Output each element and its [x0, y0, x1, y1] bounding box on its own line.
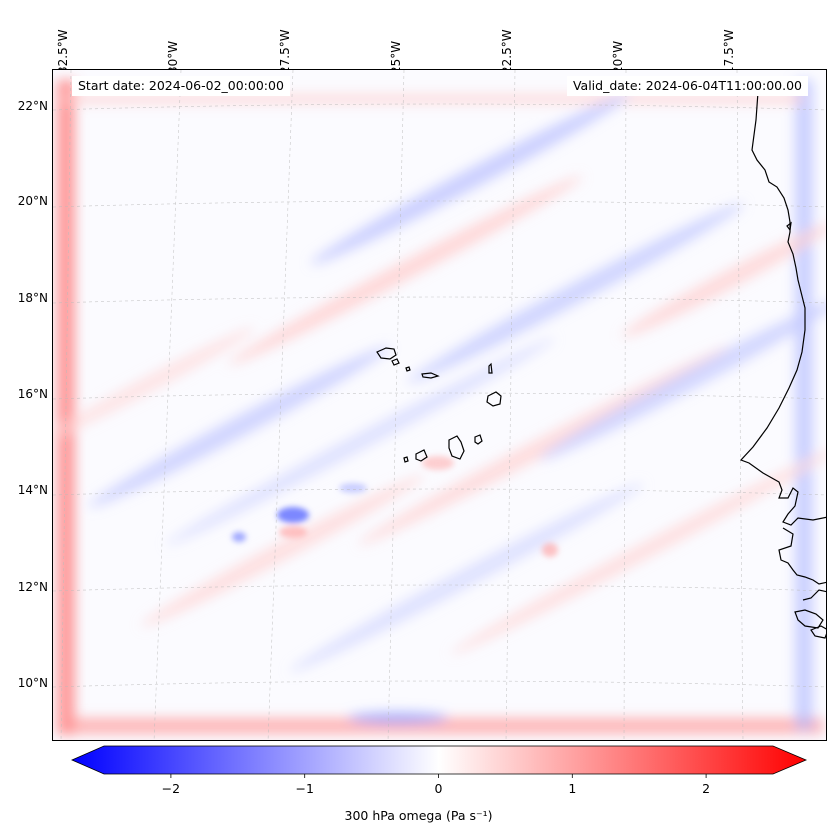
- colorbar-tick-label: 2: [702, 781, 711, 796]
- omega-feature: [542, 543, 558, 557]
- lat-label: 10°N: [17, 676, 48, 690]
- valid-date-label: Valid_date: 2024-06-04T11:00:00.00: [566, 76, 808, 96]
- colorbar-tick-label: −2: [161, 781, 181, 796]
- map-panel[interactable]: [52, 69, 827, 741]
- island-outline: [486, 391, 502, 407]
- lat-label: 22°N: [17, 99, 48, 113]
- lon-label: 27.5°W: [278, 29, 292, 74]
- omega-feature: [279, 526, 307, 538]
- parallel-line: [53, 296, 826, 304]
- omega-streak: [89, 346, 390, 507]
- meridian-line: [60, 70, 72, 740]
- omega-streak: [408, 203, 744, 383]
- parallel-line: [53, 392, 826, 400]
- start-date-label: Start date: 2024-06-02_00:00:00: [72, 76, 290, 96]
- omega-streak: [228, 176, 582, 365]
- island-outline: [421, 372, 440, 379]
- lon-label: 22.5°W: [500, 29, 514, 74]
- lat-label: 14°N: [17, 483, 48, 497]
- africa-coastline: [794, 609, 824, 629]
- omega-feature: [422, 456, 454, 470]
- colorbar-tick-label: 1: [568, 781, 577, 796]
- boundary-blob: [348, 712, 448, 724]
- omega-streak: [450, 447, 826, 655]
- colorbar: [71, 745, 808, 778]
- omega-streak: [166, 338, 555, 546]
- omega-local-features: [232, 456, 558, 557]
- colorbar-tick-label: 0: [434, 781, 443, 796]
- island-outline: [405, 366, 411, 372]
- meridian-line: [623, 70, 627, 740]
- parallel-line: [53, 680, 826, 688]
- omega-feature: [277, 507, 309, 523]
- omega-streak: [539, 299, 826, 460]
- coastlines: [376, 91, 826, 639]
- island-outline: [786, 221, 792, 232]
- meridian-line: [505, 70, 516, 740]
- meridian-line: [736, 70, 744, 740]
- colorbar-body: [71, 745, 808, 775]
- colorbar-tick-label: −1: [295, 781, 314, 796]
- island-outline: [415, 449, 428, 462]
- omega-feature: [232, 532, 246, 542]
- omega-contour-field: [53, 80, 826, 735]
- omega-streak: [621, 223, 826, 338]
- omega-streak: [53, 327, 255, 441]
- island-outline: [376, 347, 397, 360]
- lat-label: 12°N: [17, 580, 48, 594]
- meridian-line: [153, 70, 182, 740]
- lon-label: 17.5°W: [722, 29, 736, 74]
- meridian-line: [267, 70, 294, 740]
- lat-label: 18°N: [17, 291, 48, 305]
- parallel-line: [53, 200, 826, 208]
- island-outline: [474, 434, 483, 445]
- parallel-line: [53, 488, 826, 496]
- boundary-band-top: [63, 94, 803, 104]
- boundary-band-right: [795, 80, 813, 730]
- africa-coastline: [802, 589, 826, 601]
- omega-streak: [358, 346, 730, 545]
- colorbar-label: 300 hPa omega (Pa s⁻¹): [344, 808, 493, 823]
- africa-coastline: [810, 625, 826, 639]
- parallel-line: [53, 103, 826, 111]
- island-outline: [488, 362, 493, 374]
- island-outline: [403, 456, 409, 463]
- omega-feature: [339, 483, 367, 493]
- omega-streak: [290, 483, 644, 672]
- island-outline: [391, 358, 400, 366]
- africa-coastline: [739, 91, 826, 526]
- island-outline: [448, 435, 465, 460]
- omega-field-map: [53, 70, 826, 740]
- africa-coastline: [778, 527, 826, 585]
- lat-label: 20°N: [17, 194, 48, 208]
- omega-streak: [311, 94, 630, 265]
- omega-streak: [141, 475, 424, 627]
- colorbar-ticks: [170, 774, 707, 778]
- lat-label: 16°N: [17, 387, 48, 401]
- graticule: [53, 70, 826, 740]
- meridian-line: [387, 70, 405, 740]
- boundary-band-bottom: [63, 718, 823, 734]
- lon-label: 32.5°W: [56, 29, 70, 74]
- parallel-line: [53, 584, 826, 592]
